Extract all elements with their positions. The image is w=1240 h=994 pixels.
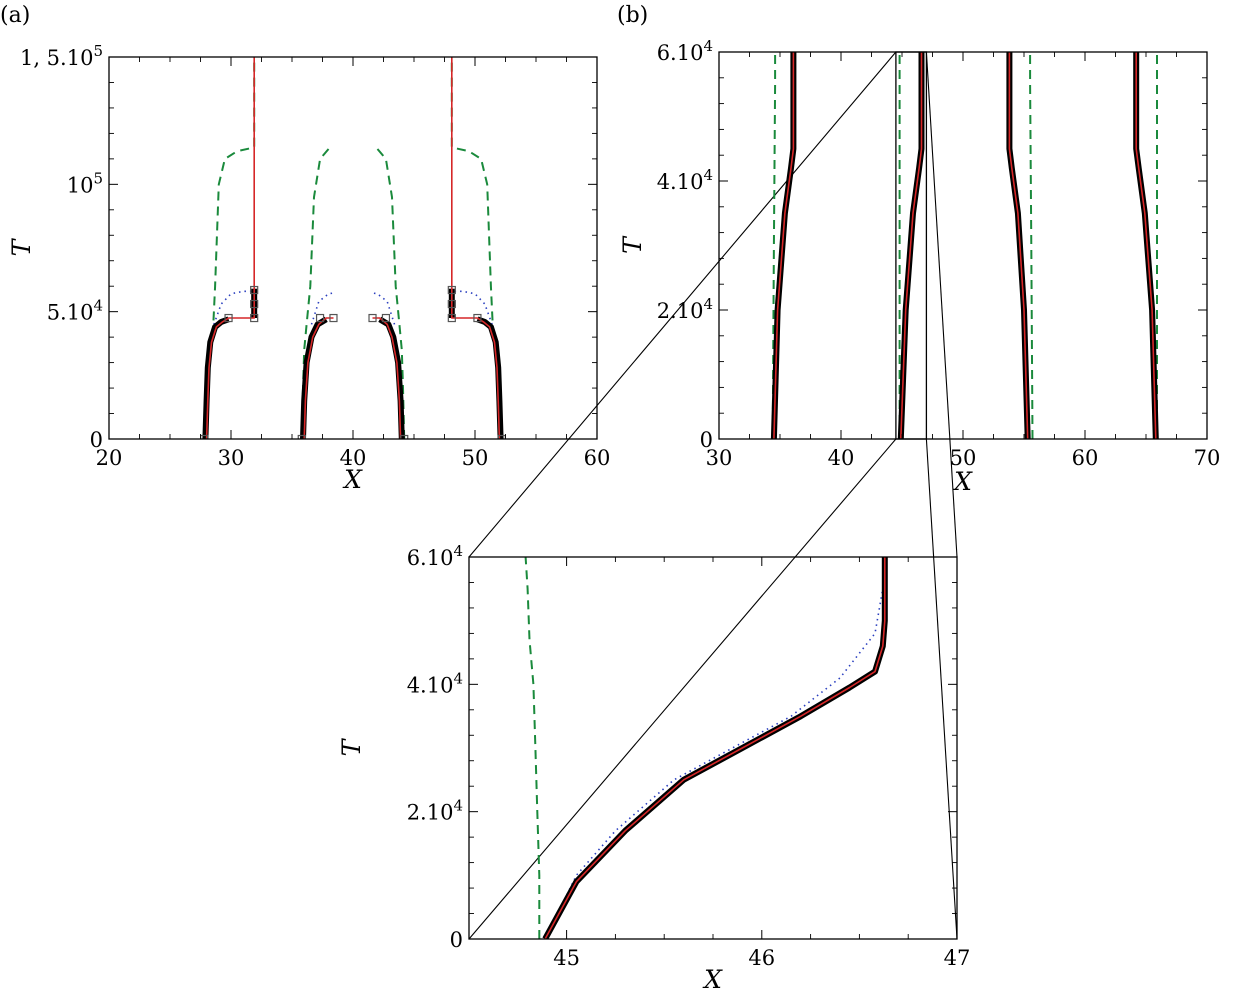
green-dashed-line-0	[771, 52, 777, 439]
square-marker-4	[250, 285, 259, 295]
square-marker-15	[447, 285, 456, 295]
square-marker-10	[368, 313, 377, 323]
x-tick-label: 45	[553, 946, 580, 970]
x-tick-label: 47	[944, 946, 971, 970]
green-dashed-line-1	[300, 145, 332, 439]
black-thick-line-0	[542, 557, 888, 939]
x-tick-label: 30	[218, 446, 245, 470]
green-dashed-line-2	[374, 145, 406, 439]
y-tick-label: 105	[67, 169, 103, 197]
connector-top-left	[468, 51, 897, 558]
x-axis-label: X	[952, 467, 973, 496]
black-thick-line-0	[202, 316, 230, 439]
red-solid-line-1	[900, 52, 923, 439]
x-tick-label: 60	[1072, 446, 1099, 470]
y-tick-label: 0	[700, 428, 713, 452]
panel-b-chart: 30 40 50 60 70 0 2.104 4.104 6.104 X T (b)	[617, 3, 1220, 496]
square-marker-6	[315, 313, 325, 323]
y-tick-label: 4.104	[407, 669, 463, 697]
x-tick-label: 50	[950, 446, 977, 470]
square-marker-14	[447, 299, 456, 309]
square-marker-5	[297, 434, 306, 439]
x-axis-label: X	[342, 465, 363, 494]
inset-zoom-chart: 45 46 47 0 2.104 4.104 6.104 X T	[337, 542, 970, 994]
red-solid-line-1	[303, 317, 334, 439]
square-marker-8	[400, 434, 409, 439]
y-tick-label: 6.104	[407, 542, 463, 570]
series-group	[200, 57, 506, 439]
y-tick-label: 4.104	[657, 166, 713, 194]
x-tick-label: 60	[584, 446, 611, 470]
square-marker-12	[473, 313, 482, 323]
square-marker-3	[250, 299, 259, 309]
red-solid-line-2	[372, 317, 402, 439]
red-solid-line-3	[451, 57, 501, 439]
black-thick-line-3	[476, 316, 504, 439]
y-tick-label: 0	[90, 428, 103, 452]
y-tick-label: 0	[450, 928, 463, 952]
square-marker-7	[329, 313, 338, 323]
panel-label: (b)	[617, 3, 648, 28]
blue-dotted-line-0	[544, 557, 886, 939]
y-tick-label: 2.104	[657, 295, 713, 323]
x-tick-label: 70	[1194, 446, 1221, 470]
x-tick-label: 40	[828, 446, 855, 470]
zoom-connector-lines	[468, 51, 958, 940]
square-marker-9	[381, 313, 391, 323]
y-tick-label: 2.104	[407, 797, 463, 825]
green-dashed-line-0	[524, 557, 541, 939]
connector-top-right	[925, 51, 958, 558]
red-solid-line-0	[773, 52, 795, 439]
square-marker-0	[200, 434, 209, 439]
x-tick-label: 20	[96, 446, 123, 470]
x-tick-label: 40	[340, 446, 367, 470]
blue-dotted-line-1	[310, 291, 337, 325]
y-tick-label: 5.104	[47, 297, 103, 325]
black-thick-line-3	[1133, 52, 1159, 439]
green-dashed-line-0	[203, 57, 256, 439]
red-solid-line-0	[544, 557, 886, 939]
red-solid-line-0	[205, 57, 255, 439]
y-tick-label: 1, 5.105	[20, 42, 103, 70]
black-thick-line-0	[770, 52, 797, 439]
panel-label: (a)	[0, 3, 30, 28]
zoom-box	[895, 51, 928, 440]
blue-dotted-line-2	[369, 291, 396, 325]
square-marker-13	[447, 313, 456, 323]
square-marker-1	[224, 313, 233, 323]
plot-frame	[108, 56, 598, 440]
red-solid-line-3	[1135, 52, 1157, 439]
y-axis-label: T	[618, 235, 647, 254]
x-axis-label: X	[702, 965, 723, 994]
square-marker-11	[497, 434, 506, 439]
y-axis-label: T	[337, 737, 366, 756]
green-dashed-line-3	[450, 57, 503, 439]
y-axis-label: T	[7, 237, 36, 256]
series-group	[524, 557, 888, 939]
connector-bottom-left	[468, 438, 897, 940]
panel-a-chart: 20 30 40 50 60 0 5.104 105 1, 5.105 X T (a)	[0, 3, 610, 494]
x-tick-label: 50	[462, 446, 489, 470]
y-tick-label: 6.104	[657, 37, 713, 65]
connector-bottom-right	[925, 438, 958, 940]
green-dashed-line-2	[1029, 52, 1034, 439]
square-marker-2	[250, 313, 259, 323]
x-tick-label: 46	[748, 946, 775, 970]
black-thick-line-2	[1006, 52, 1031, 439]
series-group	[770, 52, 1159, 439]
x-tick-label: 30	[706, 446, 733, 470]
red-solid-line-2	[1008, 52, 1029, 439]
